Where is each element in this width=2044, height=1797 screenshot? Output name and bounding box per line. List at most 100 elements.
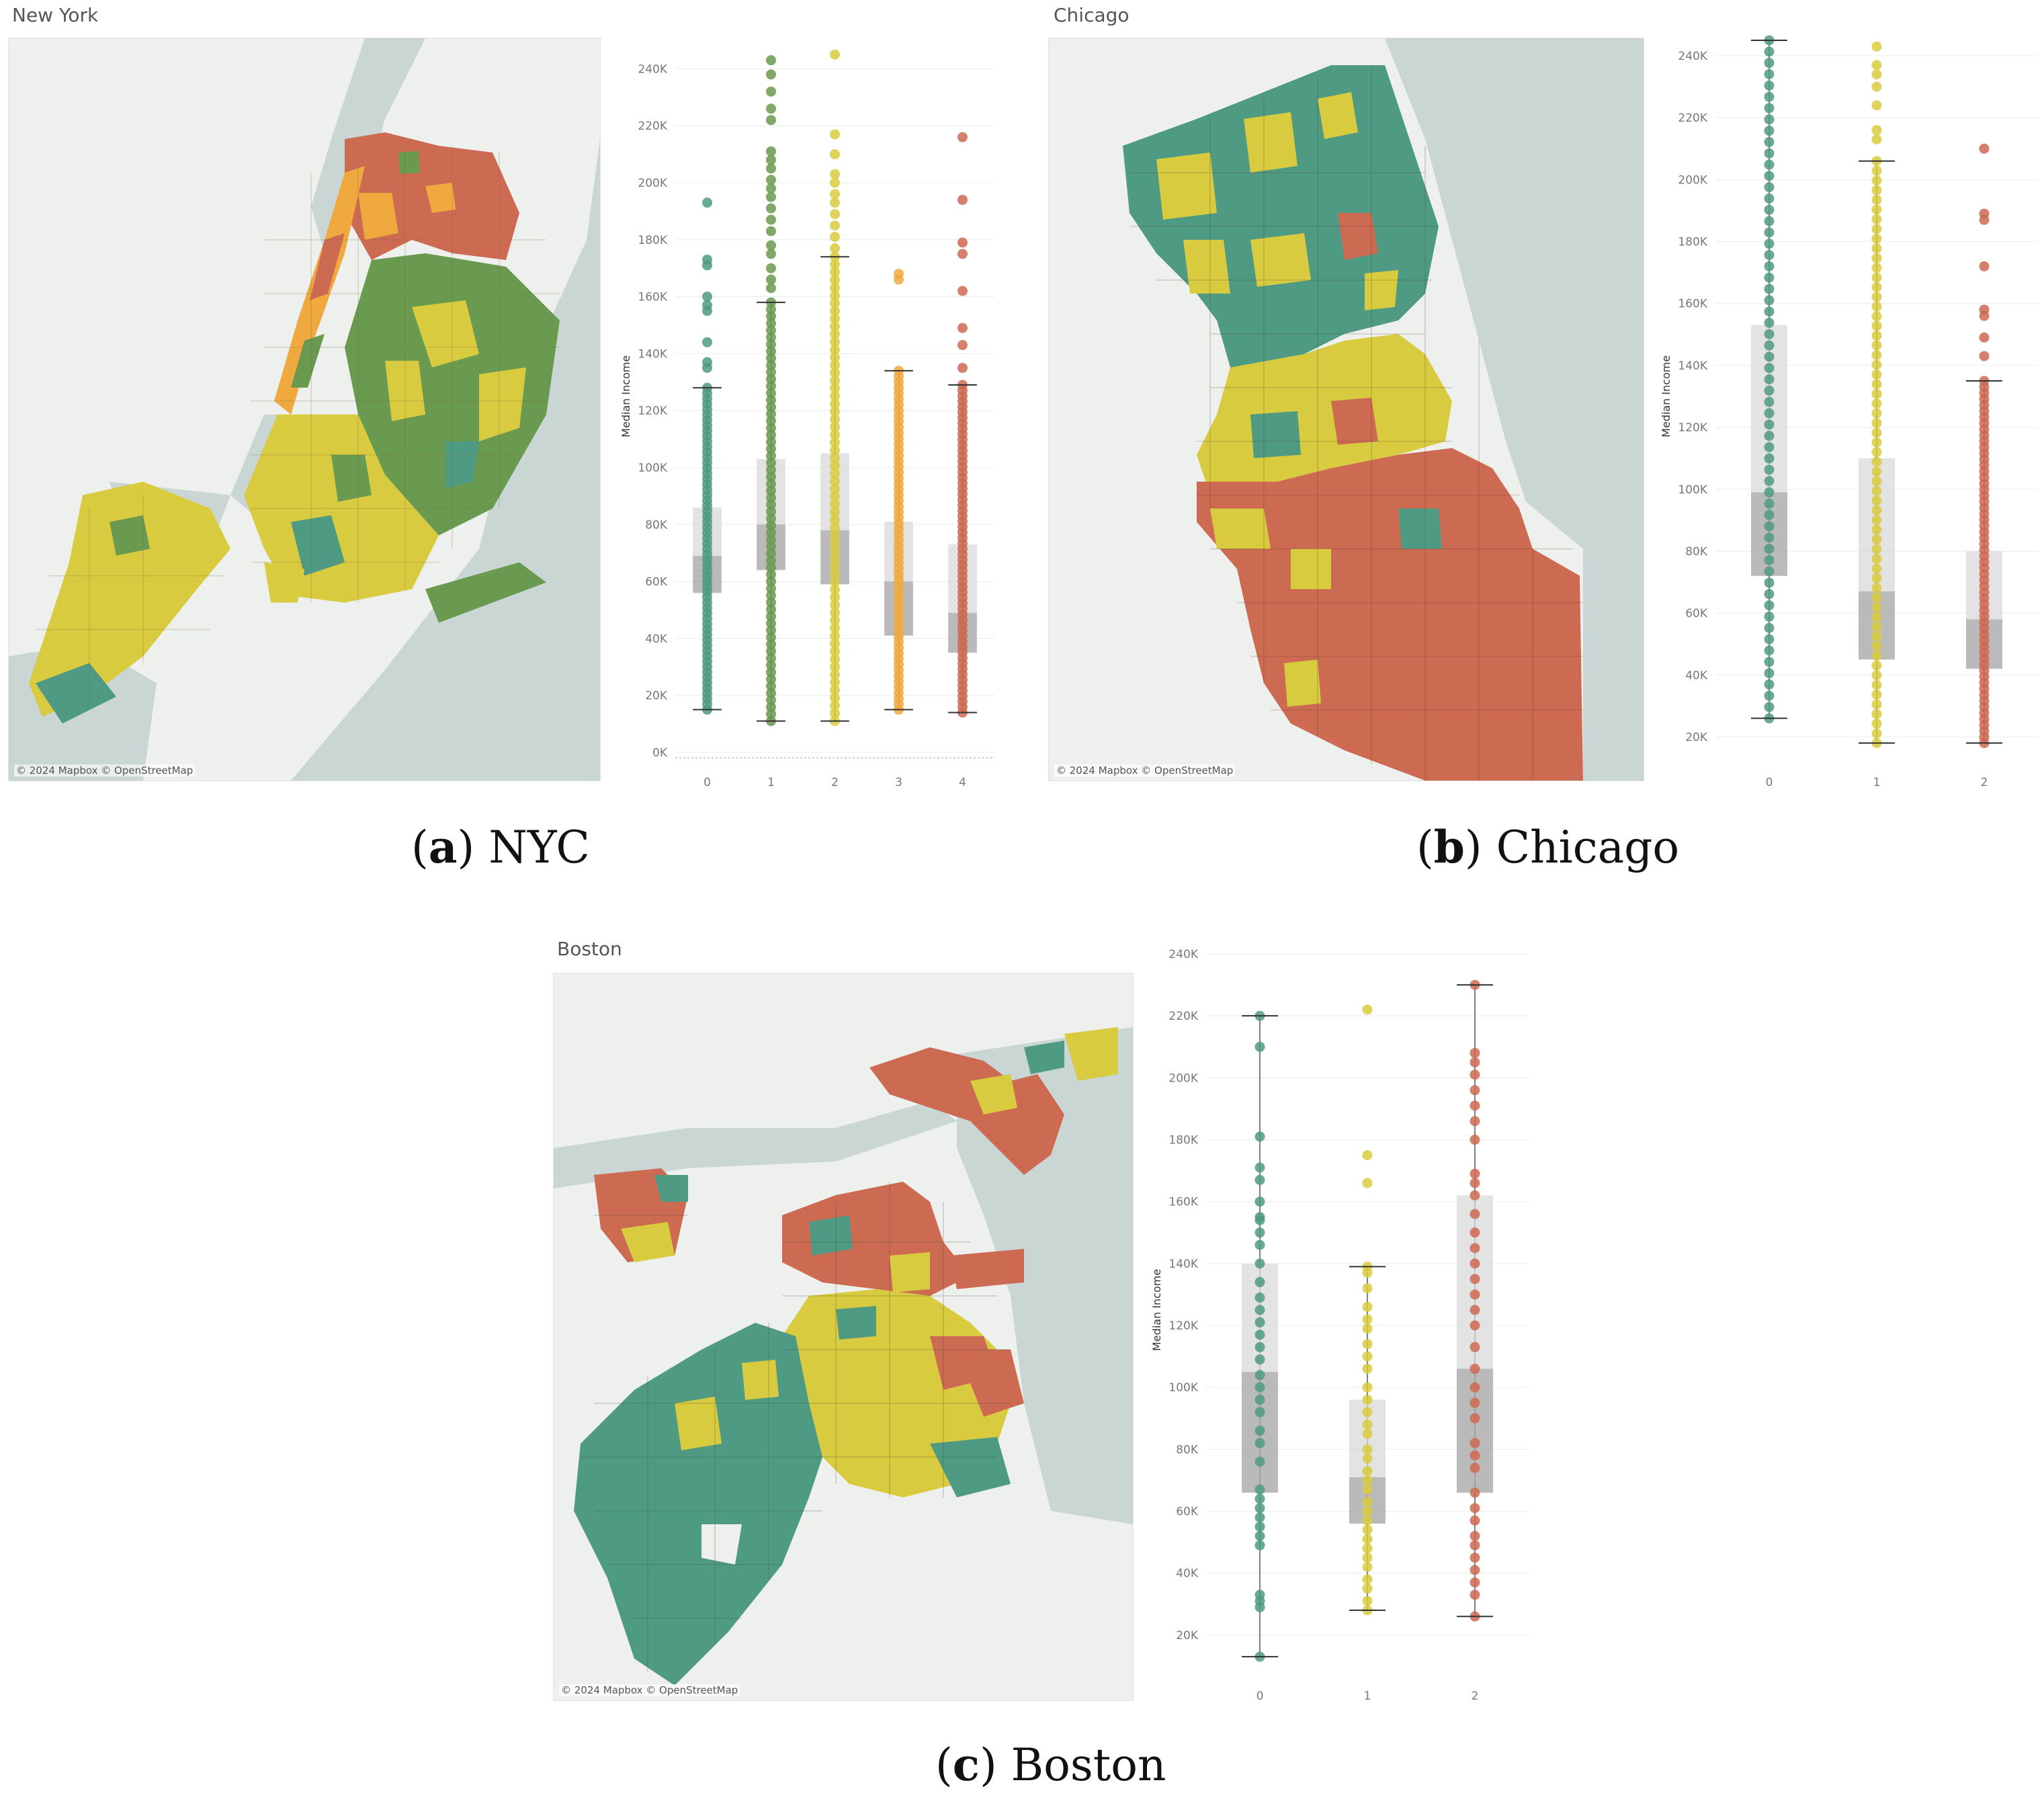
data-point <box>894 274 904 285</box>
data-point <box>1764 679 1775 690</box>
data-point <box>1470 1100 1480 1111</box>
data-point <box>766 472 776 482</box>
data-point <box>1871 593 1882 603</box>
data-point <box>766 632 776 643</box>
data-point <box>830 344 840 355</box>
data-point <box>830 198 840 208</box>
data-point <box>830 537 840 548</box>
data-point <box>766 534 776 545</box>
data-point <box>1362 1466 1373 1477</box>
data-point <box>1871 582 1882 593</box>
data-point <box>1871 292 1882 302</box>
map-boston[interactable]: © 2024 Mapbox © OpenStreetMap <box>553 973 1134 1701</box>
data-point <box>1470 1209 1480 1219</box>
data-point <box>830 615 840 626</box>
data-point <box>1871 728 1882 739</box>
data-point <box>766 163 776 174</box>
data-point <box>1764 656 1775 667</box>
data-point <box>1871 311 1882 322</box>
x-tick-label: 2 <box>1981 776 1988 789</box>
data-point <box>766 451 776 462</box>
data-point <box>1764 431 1775 441</box>
data-point <box>1764 58 1775 69</box>
data-point <box>1362 1419 1373 1430</box>
data-point <box>1254 1522 1265 1532</box>
data-point <box>766 604 776 615</box>
data-point <box>766 520 776 531</box>
data-point <box>1470 1116 1480 1127</box>
data-point <box>1362 1268 1373 1278</box>
data-point <box>766 55 776 66</box>
data-point <box>1871 185 1882 195</box>
data-point <box>1764 103 1775 114</box>
data-point <box>957 194 968 205</box>
y-tick-label: 20K <box>1685 731 1708 744</box>
data-point <box>1764 668 1775 678</box>
data-point <box>1362 1484 1373 1495</box>
data-point <box>1362 1382 1373 1393</box>
x-tick-label: 1 <box>767 776 775 789</box>
data-point <box>766 325 776 336</box>
data-point <box>766 646 776 656</box>
data-point <box>1871 670 1882 681</box>
data-point <box>1871 125 1882 136</box>
data-point <box>766 653 776 664</box>
data-point <box>1362 1395 1373 1405</box>
data-point <box>830 49 840 60</box>
data-point <box>830 499 840 510</box>
data-point <box>1362 1506 1373 1517</box>
data-point <box>1764 136 1775 147</box>
data-point <box>830 638 840 649</box>
data-point <box>766 695 776 705</box>
data-point <box>1871 359 1882 370</box>
data-point <box>1764 250 1775 261</box>
data-point <box>1871 195 1882 206</box>
map-nyc[interactable]: © 2024 Mapbox © OpenStreetMap <box>8 38 601 781</box>
data-point <box>830 298 840 308</box>
data-point <box>1362 1515 1373 1526</box>
data-point <box>1764 408 1775 419</box>
data-point <box>766 191 776 202</box>
y-tick-label: 120K <box>1168 1319 1198 1333</box>
y-tick-label: 100K <box>638 462 667 475</box>
y-tick-label: 120K <box>1678 421 1707 435</box>
data-point <box>1764 588 1775 599</box>
data-point <box>830 669 840 680</box>
data-point <box>1254 1317 1265 1327</box>
data-point <box>1871 534 1882 545</box>
data-point <box>830 290 840 301</box>
data-point <box>1764 204 1775 215</box>
y-tick-label: 0K <box>652 746 668 760</box>
data-point <box>1871 272 1882 283</box>
data-point <box>1470 1577 1480 1588</box>
data-point <box>1764 216 1775 226</box>
data-point <box>830 468 840 479</box>
data-point <box>1871 554 1882 564</box>
data-point <box>1871 650 1882 661</box>
map-chicago[interactable]: © 2024 Mapbox © OpenStreetMap <box>1048 38 1644 781</box>
data-point <box>830 584 840 595</box>
data-point <box>830 321 840 332</box>
data-point <box>1871 388 1882 399</box>
data-point <box>766 283 776 294</box>
region-staten-island <box>29 482 230 717</box>
data-point <box>1871 243 1882 254</box>
y-tick-label: 140K <box>1678 359 1707 373</box>
data-point <box>1470 1047 1480 1058</box>
data-point <box>1764 261 1775 271</box>
data-point <box>830 243 840 254</box>
region-west-roxbury <box>574 1323 822 1685</box>
data-point <box>830 376 840 386</box>
y-tick-label: 140K <box>638 347 667 361</box>
data-point <box>1254 1227 1265 1238</box>
data-point <box>830 700 840 711</box>
data-point <box>1871 602 1882 613</box>
data-point <box>1764 600 1775 611</box>
data-point <box>1871 543 1882 554</box>
data-point <box>1764 328 1775 339</box>
data-point <box>766 541 776 552</box>
data-point <box>766 611 776 622</box>
data-point <box>1470 1135 1480 1145</box>
data-point <box>830 422 840 433</box>
data-point <box>766 388 776 398</box>
